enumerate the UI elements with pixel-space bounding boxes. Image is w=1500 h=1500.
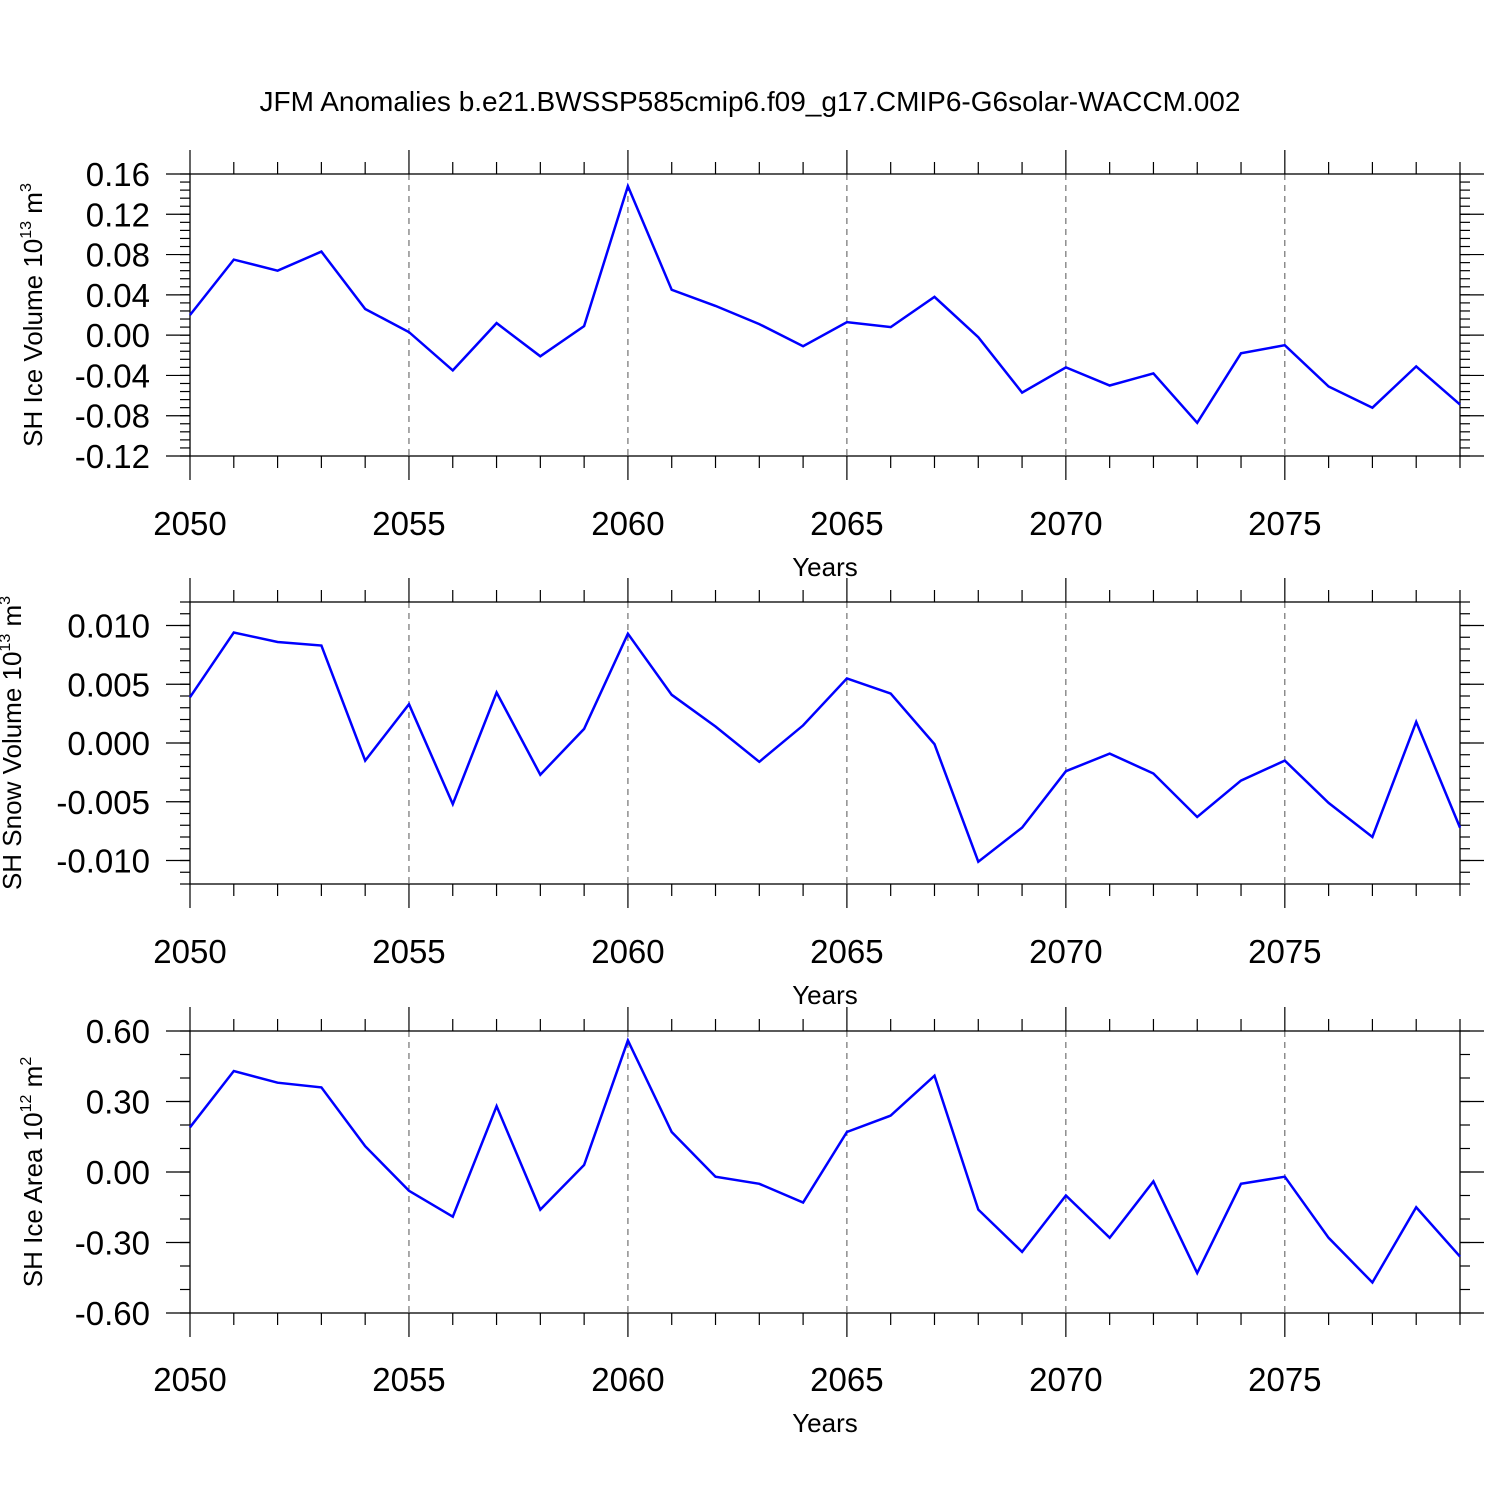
y-tick-label: -0.60 — [75, 1295, 150, 1332]
x-tick-label: 2050 — [153, 933, 226, 970]
x-axis-label: Years — [792, 1408, 858, 1438]
x-tick-label: 2060 — [591, 933, 664, 970]
panel-ice-volume: SH Ice Volume 1013 m3 Years -0.12-0.08 -0… — [18, 150, 1484, 582]
y-axis-label-exponent: 13 — [0, 634, 14, 652]
panel-ice-area: SH Ice Area 1012 m2 Years -0.60 -0.30 0.00… — [18, 1007, 1484, 1438]
y-tick-label: -0.005 — [56, 784, 150, 821]
x-tick-label: 2065 — [810, 505, 883, 542]
y-tick-label: 0.005 — [67, 666, 150, 703]
y-tick-label: -0.30 — [75, 1225, 150, 1262]
x-tick-label: 2070 — [1029, 933, 1102, 970]
plot-frame — [189, 173, 1461, 457]
x-tick-label: 2075 — [1248, 505, 1321, 542]
y-axis-label: SH Ice Area 1012 m2 — [18, 1057, 48, 1288]
y-tick-label: 0.60 — [86, 1013, 150, 1050]
y-tick-label: -0.010 — [56, 843, 150, 880]
x-tick-label: 2050 — [153, 505, 226, 542]
series-line — [188, 631, 1462, 864]
y-tick-label: 0.00 — [86, 1154, 150, 1191]
y-tick-label: 0.30 — [86, 1084, 150, 1121]
y-axis-label-unit-exponent: 3 — [18, 183, 35, 192]
y-axis-label-exponent: 12 — [18, 1094, 35, 1112]
y-axis-label-main: SH Ice Area 10 — [18, 1112, 48, 1287]
series-line — [189, 1037, 1461, 1285]
panel-snow-volume: SH Snow Volume 1013 m3 Years -0.010 -0.00… — [0, 578, 1484, 1010]
x-tick-label: 2075 — [1248, 1361, 1321, 1398]
y-axis-label-main: SH Ice Volume 10 — [18, 239, 48, 447]
x-tick-label: 2065 — [810, 1361, 883, 1398]
y-axis-label-unit: m — [18, 192, 48, 221]
y-axis-label-exponent: 13 — [18, 221, 35, 239]
x-tick-label: 2060 — [591, 1361, 664, 1398]
x-tick-label: 2070 — [1029, 505, 1102, 542]
y-tick-label: 0.08 — [86, 237, 150, 274]
y-axis-label-unit: m — [0, 605, 27, 634]
y-tick-label: 0.010 — [67, 608, 150, 645]
y-axis-label: SH Ice Volume 1013 m3 — [18, 183, 48, 447]
series-line — [189, 182, 1461, 425]
x-tick-label: 2060 — [591, 505, 664, 542]
y-axis-label-unit-exponent: 3 — [0, 596, 14, 605]
x-axis-label: Years — [792, 980, 858, 1010]
x-tick-label: 2075 — [1248, 933, 1321, 970]
x-tick-label: 2055 — [372, 505, 445, 542]
y-tick-label: -0.12 — [75, 438, 150, 475]
y-tick-label: 0.04 — [86, 277, 150, 314]
x-tick-label: 2055 — [372, 1361, 445, 1398]
y-tick-label: -0.04 — [75, 357, 150, 394]
y-axis-label: SH Snow Volume 1013 m3 — [0, 596, 27, 890]
y-tick-label: 0.12 — [86, 196, 150, 233]
x-tick-label: 2065 — [810, 933, 883, 970]
x-tick-label: 2050 — [153, 1361, 226, 1398]
plot-frame — [189, 1030, 1461, 1314]
y-tick-label: 0.000 — [67, 725, 150, 762]
y-axis-label-unit-exponent: 2 — [18, 1057, 35, 1066]
y-tick-label: 0.16 — [86, 156, 150, 193]
x-tick-label: 2070 — [1029, 1361, 1102, 1398]
x-tick-label: 2055 — [372, 933, 445, 970]
y-tick-label: -0.08 — [75, 398, 150, 435]
x-axis-label: Years — [792, 552, 858, 582]
y-axis-label-main: SH Snow Volume 10 — [0, 652, 27, 890]
figure-title: JFM Anomalies b.e21.BWSSP585cmip6.f09_g1… — [260, 86, 1241, 117]
y-tick-label: 0.00 — [86, 317, 150, 354]
y-axis-label-unit: m — [18, 1066, 48, 1095]
plot-frame — [189, 601, 1461, 885]
